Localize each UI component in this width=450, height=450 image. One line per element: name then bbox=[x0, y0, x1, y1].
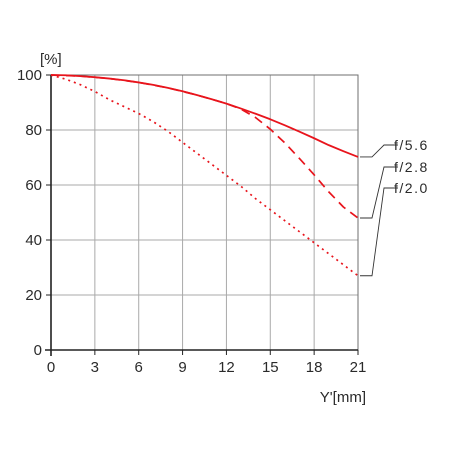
x-tick-label: 0 bbox=[47, 359, 55, 376]
y-tick-label: 60 bbox=[25, 177, 42, 194]
legend-leader-line bbox=[360, 166, 398, 219]
legend-leader-line bbox=[360, 144, 398, 158]
x-axis-label: Y'[mm] bbox=[320, 389, 366, 406]
plot-border bbox=[50, 74, 359, 351]
series-line-f-2-0 bbox=[50, 74, 359, 277]
grid-lines bbox=[51, 75, 358, 350]
plot-frame bbox=[45, 74, 359, 356]
y-axis-label: [%] bbox=[40, 51, 62, 68]
y-tick-label: 20 bbox=[25, 287, 42, 304]
legend-leader-line bbox=[360, 187, 398, 277]
series-line-f-2-8 bbox=[50, 74, 359, 219]
legend-label: f/2.0 bbox=[394, 180, 429, 196]
x-tick-label: 12 bbox=[218, 359, 235, 376]
x-tick-label: 15 bbox=[262, 359, 279, 376]
series-group bbox=[50, 74, 359, 277]
axis-labels: [%] Y'[mm] 0 3 6 9 12 15 18 21 0 20 40 60 80 100 bbox=[17, 51, 366, 406]
y-tick-label: 80 bbox=[25, 122, 42, 139]
x-tick-label: 21 bbox=[350, 359, 367, 376]
x-tick-label: 6 bbox=[135, 359, 143, 376]
legend-label: f/5.6 bbox=[394, 137, 429, 153]
legend-label: f/2.8 bbox=[394, 159, 429, 175]
x-tick-label: 3 bbox=[91, 359, 99, 376]
series-line-f-5-6 bbox=[50, 74, 359, 158]
y-tick-label: 40 bbox=[25, 232, 42, 249]
legend: f/5.6 f/2.8 f/2.0 bbox=[360, 137, 429, 277]
x-tick-label: 18 bbox=[306, 359, 323, 376]
y-tick-label: 100 bbox=[17, 67, 42, 84]
y-tick-label: 0 bbox=[34, 342, 42, 359]
x-tick-label: 9 bbox=[178, 359, 186, 376]
